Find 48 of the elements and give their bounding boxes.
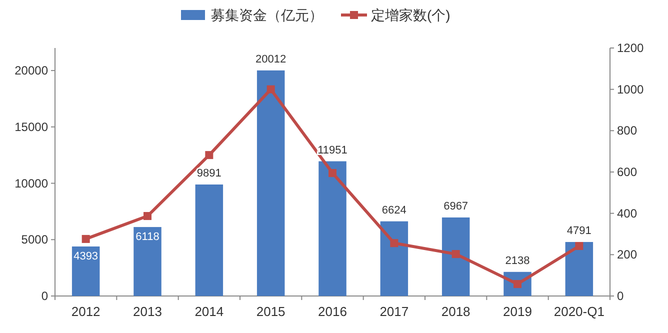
x-tick-label: 2019 — [503, 304, 532, 319]
point — [144, 212, 152, 220]
x-tick-label: 2013 — [133, 304, 162, 319]
bar — [195, 184, 224, 296]
x-tick-label: 2020-Q1 — [554, 304, 604, 319]
bar — [442, 217, 470, 296]
y-tick-label: 5000 — [21, 232, 48, 247]
point — [328, 169, 336, 178]
point — [266, 85, 275, 94]
data-label: 2138 — [505, 254, 530, 267]
point — [205, 151, 214, 160]
legend-label: 募集资金（亿元） — [211, 7, 323, 23]
bar — [565, 242, 594, 296]
point — [390, 239, 398, 248]
data-label: 6118 — [136, 231, 160, 244]
y2-tick-label: 400 — [617, 206, 638, 220]
bar — [256, 70, 285, 296]
data-label: 4393 — [74, 250, 98, 262]
y-tick-label: 15000 — [14, 120, 48, 134]
y2-tick-label: 0 — [617, 289, 624, 303]
bar — [380, 221, 408, 296]
y-tick-label: 0 — [41, 289, 48, 303]
y2-tick-label: 1000 — [617, 82, 644, 96]
legend-label: 定增家数(个) — [371, 7, 450, 23]
data-label: 20012 — [256, 53, 286, 66]
data-label: 11951 — [318, 144, 348, 156]
y-tick-label: 20000 — [14, 64, 48, 78]
bar — [318, 161, 346, 296]
y2-tick-label: 800 — [617, 124, 638, 138]
x-tick-label: 2018 — [441, 304, 470, 319]
x-tick-label: 2015 — [256, 304, 286, 319]
x-tick-label: 2016 — [318, 304, 347, 319]
data-label: 9891 — [196, 168, 222, 180]
x-tick-label: 2017 — [380, 304, 409, 319]
bar — [72, 246, 100, 296]
x-tick-label: 2014 — [194, 304, 224, 319]
y2-tick-label: 1200 — [617, 41, 644, 55]
point — [452, 250, 460, 258]
data-label: 6624 — [382, 204, 406, 216]
point — [82, 234, 90, 243]
point — [575, 242, 584, 250]
x-tick-label: 2012 — [71, 304, 100, 319]
y2-tick-label: 200 — [617, 248, 638, 262]
data-label: 4791 — [566, 224, 592, 237]
data-label: 6967 — [444, 200, 468, 212]
bar — [134, 227, 162, 296]
y-tick-label: 10000 — [14, 176, 48, 190]
y2-tick-label: 600 — [617, 165, 638, 179]
